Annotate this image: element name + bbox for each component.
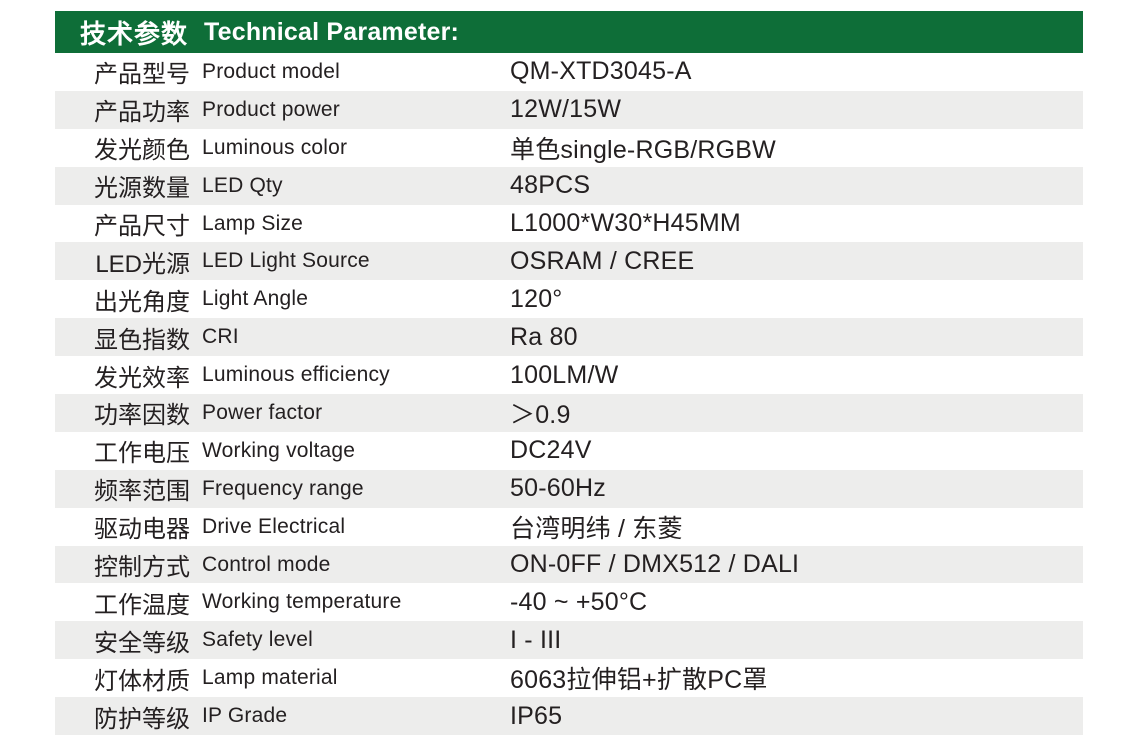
param-name-zh: LED光源: [95, 250, 190, 278]
param-value: QM-XTD3045-A: [510, 57, 692, 86]
param-value: L1000*W30*H45MM: [510, 209, 741, 237]
param-name-zh: 频率范围: [94, 478, 190, 506]
table-row: 功率因数 Power factor ＞0.9: [55, 394, 1083, 432]
param-name-en: Luminous efficiency: [202, 363, 390, 387]
table-row: 灯体材质 Lamp material 6063拉伸铝+扩散PC罩: [55, 659, 1083, 698]
table-body: 产品型号 Product model QM-XTD3045-A 产品功率 Pro…: [55, 53, 1083, 736]
table-row: 产品尺寸 Lamp Size L1000*W30*H45MM: [55, 204, 1083, 243]
param-name-zh: 工作温度: [94, 591, 190, 619]
param-name-en: IP Grade: [202, 704, 288, 728]
param-value: 12W/15W: [510, 95, 622, 124]
param-name-zh: 出光角度: [94, 288, 190, 316]
param-name-zh: 发光颜色: [94, 137, 190, 165]
param-name-zh: 功率因数: [94, 402, 190, 430]
table-row: 工作温度 Working temperature -40 ~ +50°C: [55, 583, 1083, 622]
param-value: 120°: [510, 284, 563, 313]
table-row: 产品型号 Product model QM-XTD3045-A: [55, 53, 1083, 91]
technical-parameter-table: 技术参数 Technical Parameter: 产品型号 Product m…: [55, 11, 1083, 736]
param-value: ＞0.9: [510, 400, 571, 429]
param-name-en: Working temperature: [202, 590, 402, 614]
param-name-en: Drive Electrical: [202, 514, 346, 538]
table-row: 频率范围 Frequency range 50-60Hz: [55, 469, 1083, 508]
table-header: 技术参数 Technical Parameter:: [55, 11, 1083, 53]
param-name-zh: 控制方式: [94, 554, 190, 582]
param-value: 单色single-RGB/RGBW: [510, 135, 776, 164]
param-value: -40 ~ +50°C: [510, 587, 648, 616]
param-name-zh: 驱动电器: [94, 516, 190, 544]
param-name-en: CRI: [202, 325, 239, 349]
param-name-en: LED Qty: [202, 173, 283, 197]
table-row: 发光颜色 Luminous color 单色single-RGB/RGBW: [55, 128, 1083, 167]
param-name-en: Power factor: [202, 400, 323, 424]
param-name-zh: 发光效率: [94, 364, 190, 392]
param-value: 50-60Hz: [510, 474, 606, 503]
param-name-zh: 灯体材质: [94, 667, 190, 695]
table-row: 防护等级 IP Grade IP65: [55, 697, 1083, 736]
param-name-zh: 光源数量: [94, 175, 190, 203]
param-name-en: Safety level: [202, 628, 313, 652]
table-row: 光源数量 LED Qty 48PCS: [55, 166, 1083, 205]
param-value: 台湾明纬 / 东菱: [510, 514, 683, 543]
table-row: 控制方式 Control mode ON-0FF / DMX512 / DALI: [55, 545, 1083, 584]
param-name-zh: 安全等级: [94, 629, 190, 657]
param-name-en: Working voltage: [202, 438, 356, 462]
param-value: OSRAM / CREE: [510, 246, 695, 275]
table-title-en: Technical Parameter:: [204, 17, 460, 46]
table-row: 安全等级 Safety level I - III: [55, 621, 1083, 660]
param-name-en: LED Light Source: [202, 249, 370, 273]
param-value: I - III: [510, 625, 562, 654]
param-name-zh: 显色指数: [94, 326, 190, 354]
param-name-en: Lamp material: [202, 666, 338, 690]
param-name-zh: 工作电压: [94, 440, 190, 468]
table-row: 显色指数 CRI Ra 80: [55, 318, 1083, 357]
param-name-en: Product power: [202, 97, 341, 121]
table-row: 工作电压 Working voltage DC24V: [55, 431, 1083, 470]
param-name-en: Luminous color: [202, 135, 348, 159]
param-name-en: Product model: [202, 59, 341, 83]
param-name-zh: 产品功率: [94, 99, 190, 127]
param-value: DC24V: [510, 436, 592, 465]
table-title-zh: 技术参数: [80, 18, 189, 49]
table-row: 发光效率 Luminous efficiency 100LM/W: [55, 356, 1083, 395]
param-value: 100LM/W: [510, 360, 619, 389]
param-value: IP65: [510, 701, 563, 730]
param-name-en: Lamp Size: [202, 211, 304, 235]
param-value: 6063拉伸铝+扩散PC罩: [510, 666, 768, 695]
param-name-en: Light Angle: [202, 287, 309, 311]
param-value: 48PCS: [510, 171, 591, 200]
table-row: 出光角度 Light Angle 120°: [55, 280, 1083, 319]
param-value: ON-0FF / DMX512 / DALI: [510, 550, 800, 579]
param-name-en: Control mode: [202, 552, 331, 576]
table-row: 驱动电器 Drive Electrical 台湾明纬 / 东菱: [55, 507, 1083, 546]
table-row: LED光源 LED Light Source OSRAM / CREE: [55, 242, 1083, 281]
param-name-en: Frequency range: [202, 476, 364, 500]
param-name-zh: 产品型号: [94, 61, 190, 89]
table-row: 产品功率 Product power 12W/15W: [55, 90, 1083, 129]
param-name-zh: 防护等级: [94, 705, 190, 733]
param-name-zh: 产品尺寸: [94, 213, 190, 240]
param-value: Ra 80: [510, 322, 578, 351]
